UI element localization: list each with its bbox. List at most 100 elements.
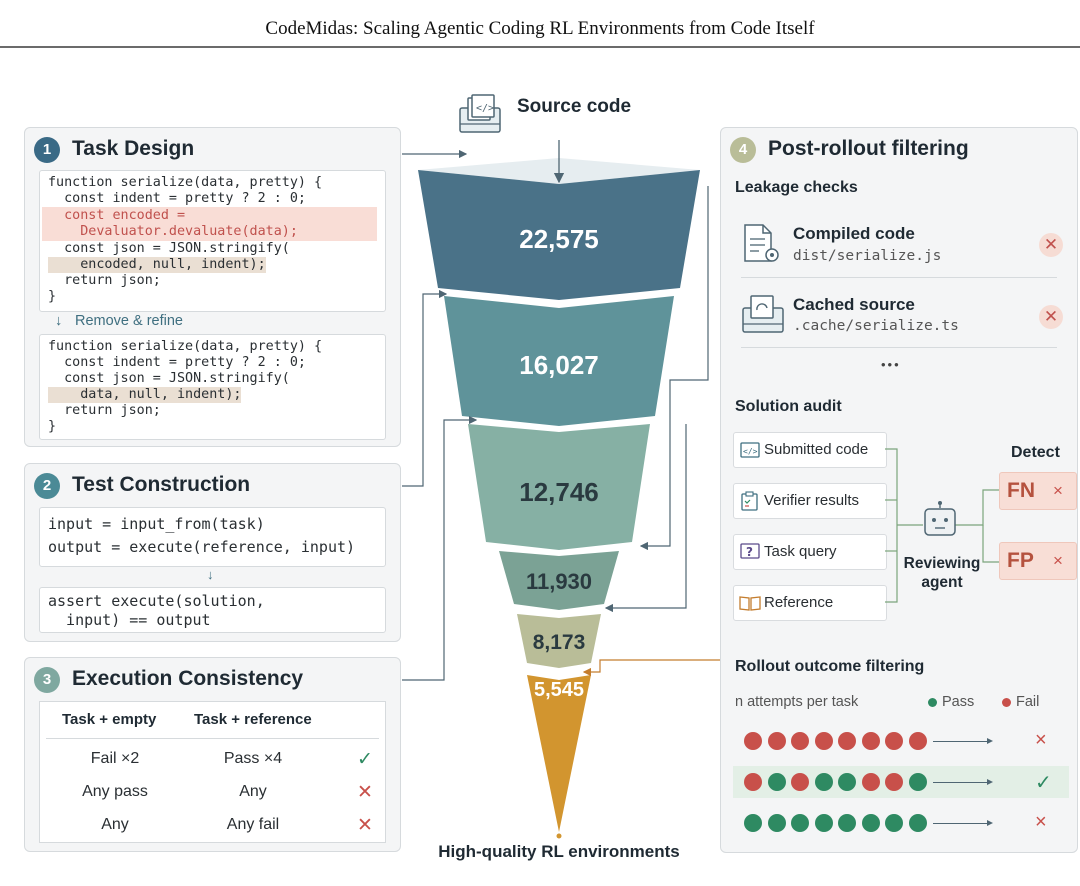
audit-input-label: Task query xyxy=(764,543,837,560)
svg-text:?: ? xyxy=(746,545,753,559)
execution-consistency-panel: 3 Execution Consistency Task + empty Tas… xyxy=(24,657,401,852)
rollout-rows: × ✓ × xyxy=(721,128,1077,852)
code-file-icon: </> xyxy=(740,442,760,458)
fail-legend-dot xyxy=(1002,698,1011,707)
rollout-arrow xyxy=(933,741,989,742)
code-line: output = execute(reference, input) xyxy=(48,538,356,556)
code-line: input = input_from(task) xyxy=(48,515,265,533)
code-line: function serialize(data, pretty) { xyxy=(48,339,323,354)
pass-dot xyxy=(885,814,903,832)
cross-icon: × xyxy=(1035,811,1047,833)
step-badge-1: 1 xyxy=(34,137,60,163)
code-line: } xyxy=(48,419,57,434)
attempts-label: n attempts per task xyxy=(735,694,859,710)
fail-dot xyxy=(861,732,880,750)
cross-icon: × xyxy=(1053,551,1063,570)
fail-dot xyxy=(885,732,903,750)
code-line: encoded, null, indent); xyxy=(48,257,266,273)
rollout-arrow xyxy=(933,782,989,783)
svg-text:</>: </> xyxy=(743,447,758,456)
step-badge-4: 4 xyxy=(730,137,756,163)
table-cell: Any fail xyxy=(226,816,280,833)
code-line: } xyxy=(48,289,57,304)
code-line: function serialize(data, pretty) { xyxy=(48,175,323,190)
code-line: data, null, indent); xyxy=(48,387,242,403)
pass-dot xyxy=(838,773,856,791)
table-cell: Pass ×4 xyxy=(223,750,283,767)
table-header-reference: Task + reference xyxy=(194,711,312,728)
pass-dot xyxy=(838,814,856,832)
leakage-title: Leakage checks xyxy=(735,179,858,196)
step-badge-3: 3 xyxy=(34,667,60,693)
fn-result-box: FN × xyxy=(999,472,1077,510)
pass-dot xyxy=(791,814,809,832)
audit-input-task-query: ? Task query xyxy=(733,534,887,570)
funnel-tip xyxy=(556,833,562,839)
funnel-value-3: 12,746 xyxy=(519,477,599,507)
audit-input-label: Reference xyxy=(764,594,834,611)
pass-dot xyxy=(908,773,927,791)
pass-dot xyxy=(767,814,786,832)
code-line: const json = JSON.stringify( xyxy=(48,241,290,256)
task-design-title: Task Design xyxy=(72,137,195,160)
pass-dot xyxy=(767,773,786,791)
execution-consistency-title: Execution Consistency xyxy=(72,667,304,690)
funnel-stage-5 xyxy=(517,614,601,668)
test-code-bottom: assert execute(solution, input) == outpu… xyxy=(39,587,386,633)
code-line: return json; xyxy=(48,273,161,288)
arrow-head-icon xyxy=(987,738,993,744)
funnel-stage-2 xyxy=(444,296,674,426)
fail-dot xyxy=(838,732,856,750)
table-cell: Fail ×2 xyxy=(90,750,140,767)
consistency-table: Task + empty Task + reference Fail ×2 Pa… xyxy=(39,701,386,843)
detect-label: Detect xyxy=(1011,444,1060,461)
funnel-value-2: 16,027 xyxy=(519,350,599,380)
audit-input-label: Submitted code xyxy=(764,441,869,458)
step-badge-2: 2 xyxy=(34,473,60,499)
funnel-stage-4 xyxy=(499,551,619,610)
audit-input-verifier-results: Verifier results xyxy=(733,483,887,519)
pass-dot xyxy=(814,814,833,832)
refine-label: Remove & refine xyxy=(75,313,183,329)
test-arrow-icon: ↓ xyxy=(207,567,214,582)
funnel-value-6: 5,545 xyxy=(533,679,585,701)
funnel-stage-6 xyxy=(527,675,591,832)
fail-dot xyxy=(744,773,762,791)
audit-connectors xyxy=(885,448,1001,603)
fp-result-box: FP × xyxy=(999,542,1077,580)
robot-icon xyxy=(924,501,956,536)
reviewing-agent-label: Reviewing agent xyxy=(903,555,981,591)
cross-icon: × xyxy=(1035,729,1047,751)
divider xyxy=(741,277,1057,278)
fail-dot xyxy=(767,732,786,750)
pass-dot xyxy=(744,814,762,832)
table-divider xyxy=(46,738,379,739)
post-rollout-title: Post-rollout filtering xyxy=(768,137,969,160)
fail-dot xyxy=(791,732,809,750)
pass-legend-label: Pass xyxy=(942,694,975,710)
table-cell: Any xyxy=(101,816,129,833)
post-rollout-panel: 4 Post-rollout filtering Leakage checks … xyxy=(720,127,1078,853)
clipboard-icon xyxy=(741,491,758,511)
book-icon xyxy=(739,596,761,611)
fail-dot xyxy=(791,773,809,791)
funnel-bottom-label: High-quality RL environments xyxy=(438,842,680,861)
audit-input-label: Verifier results xyxy=(764,492,860,509)
fp-label: FP xyxy=(1007,549,1034,572)
pass-dot xyxy=(861,814,880,832)
more-ellipsis: ••• xyxy=(881,357,901,372)
arrow-head-icon xyxy=(987,779,993,785)
cross-icon: ✕ xyxy=(357,815,373,836)
funnel-value-5: 8,173 xyxy=(532,631,586,654)
cross-icon: ✕ xyxy=(357,782,373,803)
task-design-panel: 1 Task Design function serialize(data, p… xyxy=(24,127,401,447)
funnel-value-1: 22,575 xyxy=(519,224,599,254)
leakage-item-path: .cache/serialize.ts xyxy=(793,318,959,334)
code-line-removed: Devaluator.devaluate(data); xyxy=(48,224,298,239)
rollout-arrow xyxy=(933,823,989,824)
table-cell: Any xyxy=(239,783,267,800)
funnel-stage-1 xyxy=(418,170,700,300)
code-line-removed: const encoded = xyxy=(48,208,186,223)
code-line: const indent = pretty ? 2 : 0; xyxy=(48,191,306,206)
